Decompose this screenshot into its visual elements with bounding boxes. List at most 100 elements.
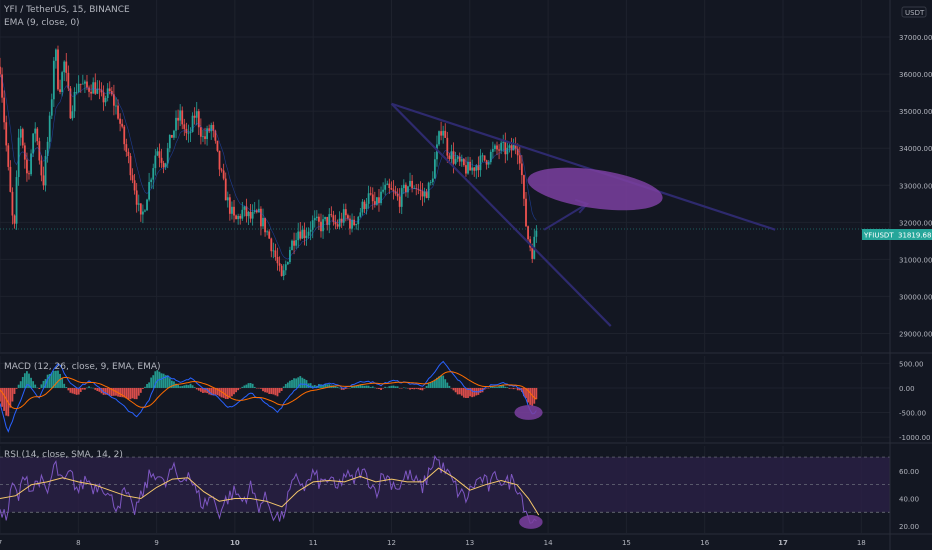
candle-body: [23, 145, 26, 160]
candle-body: [458, 156, 461, 162]
candle-body: [52, 60, 55, 100]
price-annotations: [390, 102, 776, 327]
rsi-legend[interactable]: RSI (14, close, SMA, 14, 2): [4, 450, 123, 460]
candle-body: [218, 150, 221, 170]
macd-histogram-bar: [369, 387, 372, 388]
candle-body: [442, 130, 445, 136]
macd-histogram-bar: [233, 387, 235, 395]
candle-body: [19, 129, 22, 138]
macd-histogram-bar: [498, 386, 500, 388]
macd-histogram-bar: [214, 387, 217, 395]
macd-histogram-bar: [173, 381, 175, 388]
candle-body: [235, 215, 237, 220]
macd-histogram-bar: [487, 387, 490, 389]
candle-body: [322, 219, 324, 232]
macd-histogram-bar: [75, 387, 78, 395]
macd-histogram-bar: [336, 386, 339, 388]
candle-body: [431, 178, 434, 183]
candle-body: [324, 217, 327, 220]
macd-histogram-bar: [535, 387, 538, 400]
candle-body: [226, 197, 229, 201]
macd-histogram-bar: [125, 387, 128, 399]
candle-body: [237, 215, 240, 220]
macd-histogram-bar: [274, 387, 277, 396]
macd-histogram-bar: [533, 387, 536, 404]
macd-histogram-bar: [301, 377, 304, 388]
time-tick-label: 7: [0, 539, 2, 547]
macd-histogram-bar: [19, 381, 22, 388]
macd-histogram-bar: [299, 376, 302, 388]
macd-histogram-bar: [175, 383, 177, 388]
candle-body: [212, 124, 215, 131]
rsi-tick-label: 60.00: [899, 468, 919, 476]
macd-histogram-bar: [15, 387, 18, 389]
candle-body: [112, 94, 115, 106]
candle-body: [156, 151, 159, 156]
rsi-tick-label: 40.00: [899, 495, 919, 503]
macd-histogram-bar: [415, 387, 418, 389]
candle-body: [96, 88, 99, 94]
macd-histogram-bar: [84, 387, 86, 390]
candle-body: [173, 130, 175, 138]
candle-body: [170, 134, 173, 138]
macd-histogram-bar: [48, 373, 51, 388]
currency-badge[interactable]: USDT: [901, 6, 927, 18]
macd-histogram-bar: [270, 387, 273, 395]
price-tick-label: 29000.00: [899, 330, 932, 338]
candle-body: [282, 270, 285, 276]
candle-body: [328, 214, 331, 225]
candle-body: [69, 88, 72, 119]
macd-histogram-bar: [9, 387, 12, 408]
candle-body: [160, 157, 163, 163]
candle-body: [479, 155, 482, 171]
candle-body: [516, 148, 519, 156]
candle-body: [115, 105, 117, 107]
macd-histogram-bar: [367, 385, 370, 388]
time-tick-label: 17: [778, 539, 788, 547]
target-ellipse: [527, 167, 663, 211]
macd-histogram-bar: [121, 387, 124, 398]
candle-body: [373, 201, 376, 205]
candle-body: [359, 212, 362, 217]
macd-histogram-bar: [328, 384, 331, 388]
candle-body: [297, 231, 300, 241]
macd-histogram-bar: [208, 387, 211, 395]
macd-histogram-bar: [239, 387, 242, 389]
ema-legend[interactable]: EMA (9, close, 0): [4, 18, 80, 28]
macd-histogram-bar: [295, 378, 298, 388]
candle-body: [233, 206, 235, 216]
macd-histogram-bar: [59, 373, 61, 388]
candle-body: [469, 161, 471, 171]
candle-body: [75, 91, 78, 93]
candle-body: [512, 144, 515, 151]
candle-body: [409, 180, 411, 187]
candle-body: [452, 151, 455, 164]
ema-line: [0, 74, 890, 260]
macd-histogram-bar: [322, 384, 324, 388]
macd-histogram-bar: [131, 387, 134, 399]
macd-histogram-bar: [454, 387, 457, 393]
macd-legend[interactable]: MACD (12, 26, close, 9, EMA, EMA): [4, 362, 161, 372]
macd-histogram-bar: [508, 387, 511, 389]
macd-histogram-bar: [516, 387, 519, 391]
candle-body: [125, 144, 128, 152]
macd-histogram-bar: [421, 387, 424, 391]
candle-body: [280, 265, 283, 276]
symbol-legend[interactable]: YFI / TetherUS, 15, BINANCE: [4, 5, 130, 15]
candle-body: [386, 183, 389, 185]
candle-body: [454, 158, 457, 164]
candle-body: [489, 151, 492, 163]
macd-histogram-bar: [342, 387, 345, 390]
candle-body: [347, 215, 349, 219]
price-tick-label: 31000.00: [899, 256, 932, 264]
candle-body: [274, 250, 277, 257]
candle-body: [491, 148, 494, 152]
candle-body: [177, 117, 179, 121]
macd-histogram-bar: [28, 373, 30, 388]
macd-histogram-bar: [86, 387, 88, 389]
candle-body: [411, 180, 414, 189]
candle-body: [481, 155, 484, 157]
macd-histogram-bar: [518, 387, 521, 391]
macd-histogram-bar: [363, 385, 366, 388]
